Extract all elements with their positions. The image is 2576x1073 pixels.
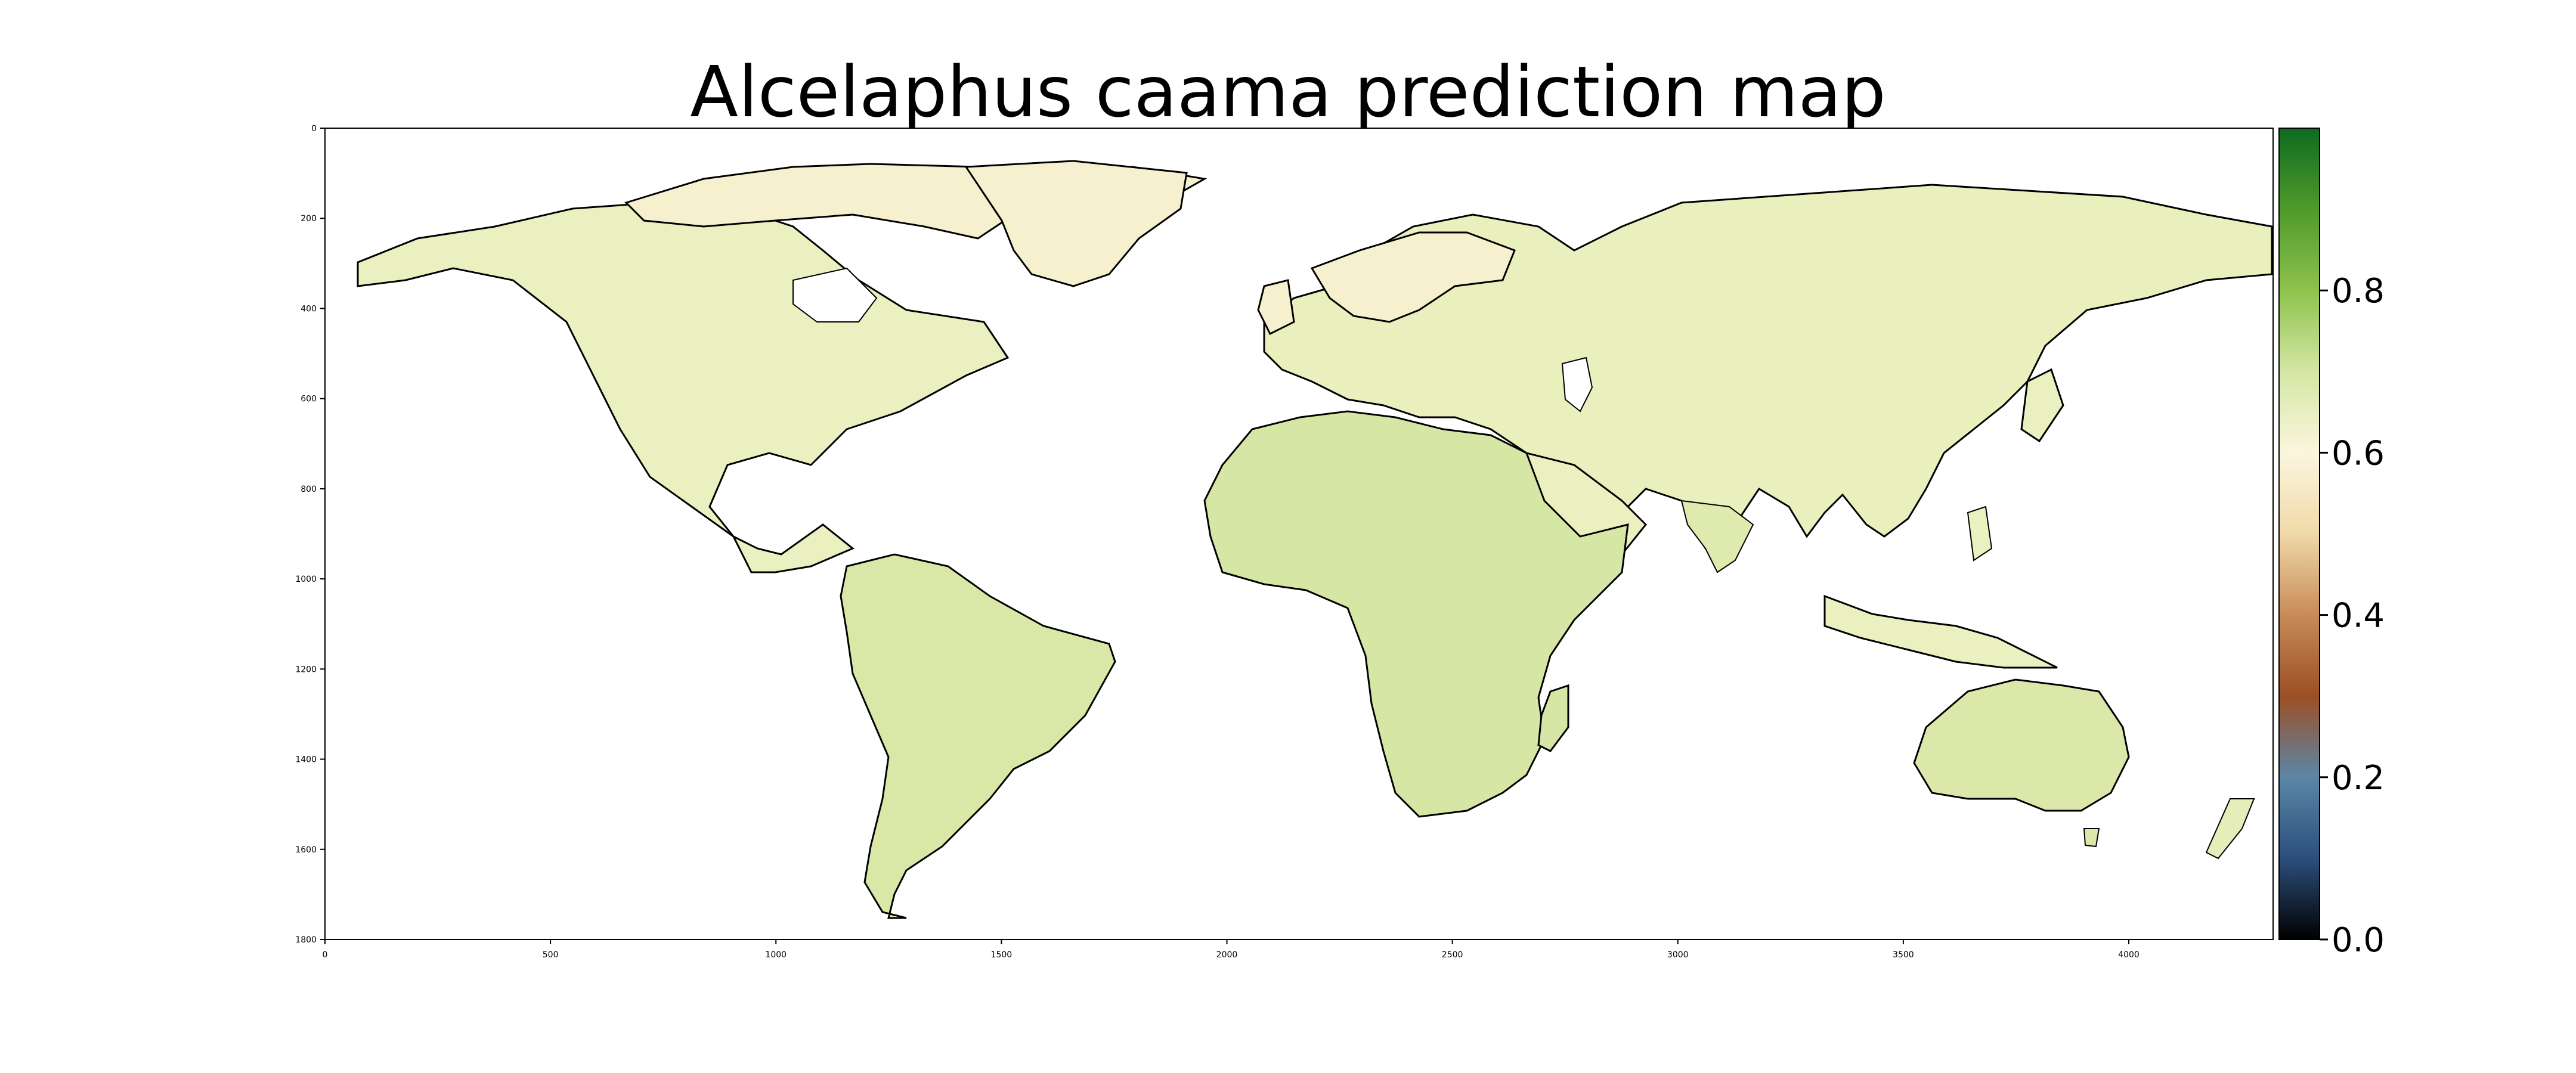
continent-eurasia (1263, 184, 2273, 562)
x-tick-label: 3500 (1893, 950, 1914, 960)
continent-africa (1203, 410, 1629, 818)
continent-greenland (964, 160, 1188, 287)
colorbar (2278, 128, 2320, 940)
y-axis-ticks: 0 200 400 600 800 1000 1200 1400 1600 1800 (295, 124, 325, 945)
hudson-bay (792, 267, 878, 322)
y-tick-label: 200 (301, 214, 317, 224)
y-tick-label: 400 (301, 304, 317, 314)
southeast-asia-islands (1823, 594, 2058, 669)
scandinavia (1310, 231, 1516, 323)
colorbar-tick-label: 0.8 (2332, 272, 2385, 311)
x-tick-label: 1500 (991, 950, 1013, 960)
chart-title: Alcelaphus caama prediction map (690, 51, 1886, 133)
x-tick-label: 0 (323, 950, 328, 960)
colorbar-ticks: 0.0 0.2 0.4 0.6 0.8 (2320, 272, 2385, 960)
y-tick-label: 1400 (295, 755, 317, 765)
colorbar-tick-label: 0.0 (2332, 921, 2385, 960)
philippines (1967, 506, 1993, 562)
x-axis-ticks: 0 500 1000 1500 2000 2500 3000 3500 4000 (323, 939, 2140, 960)
colorbar-tick-label: 0.6 (2332, 434, 2385, 473)
colorbar-tick-label: 0.2 (2332, 759, 2385, 798)
y-tick-label: 0 (311, 124, 317, 134)
x-tick-label: 3000 (1667, 950, 1689, 960)
madagascar (1537, 684, 1569, 752)
indian-subcontinent (1680, 500, 1754, 573)
british-isles (1257, 279, 1295, 336)
x-tick-label: 4000 (2118, 950, 2140, 960)
y-tick-label: 600 (301, 395, 317, 404)
x-tick-label: 2000 (1216, 950, 1238, 960)
x-tick-label: 1000 (765, 950, 787, 960)
continent-south-america (840, 553, 1116, 919)
japan (2020, 368, 2064, 443)
y-tick-label: 1000 (295, 575, 317, 584)
y-tick-label: 1600 (295, 845, 317, 855)
colorbar-tick-label: 0.4 (2332, 597, 2385, 635)
continent-australia (1913, 678, 2130, 812)
tasmania (2083, 828, 2100, 848)
x-tick-label: 2500 (1442, 950, 1463, 960)
caspian-sea (1561, 356, 1593, 413)
y-tick-label: 1200 (295, 665, 317, 674)
continents (357, 160, 2273, 919)
y-tick-label: 1800 (295, 935, 317, 945)
x-tick-label: 500 (543, 950, 559, 960)
y-tick-label: 800 (301, 485, 317, 494)
new-zealand (2205, 798, 2255, 860)
